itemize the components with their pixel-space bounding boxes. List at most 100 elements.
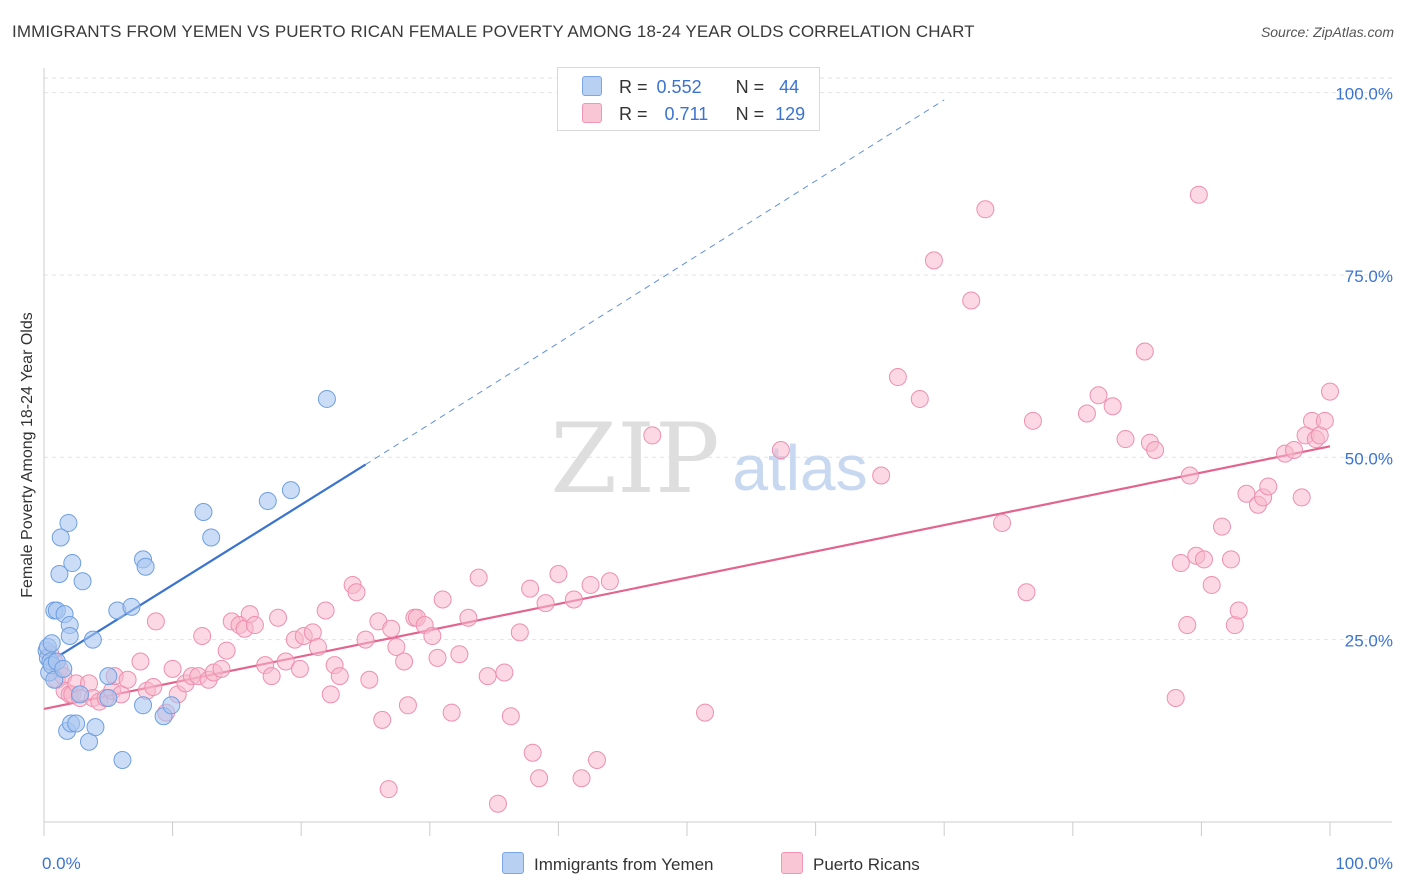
pr-point <box>433 590 452 609</box>
pr-point <box>262 667 281 686</box>
pr-point <box>347 583 366 602</box>
yemen-point <box>317 389 336 408</box>
yemen-point <box>54 659 73 678</box>
pr-point <box>1259 477 1278 496</box>
pr-point <box>398 696 417 715</box>
yemen-point <box>258 492 277 511</box>
pr-swatch <box>582 103 602 123</box>
yemen-trend-extension <box>365 99 945 466</box>
yemen-r-label: R = <box>619 77 648 97</box>
pr-n-value: 129 <box>775 104 806 124</box>
pr-point <box>478 667 497 686</box>
pr-point <box>549 565 568 583</box>
pr-point <box>269 608 288 627</box>
pr-point <box>428 648 447 667</box>
yemen-point <box>60 627 79 645</box>
pr-point <box>1229 601 1248 620</box>
pr-point <box>600 572 619 591</box>
pr-point <box>976 200 995 219</box>
yemen-point <box>42 634 61 653</box>
pr-point <box>962 291 981 310</box>
pr-point <box>382 619 401 638</box>
pr-point <box>1212 517 1231 536</box>
pr-point <box>118 670 137 689</box>
legend-item-pr[interactable]: Puerto Ricans <box>781 852 920 875</box>
pr-point <box>321 685 340 704</box>
yemen-trend-line <box>43 463 367 667</box>
yemen-point <box>67 714 86 733</box>
pr-point <box>395 652 414 671</box>
pr-point <box>144 678 163 697</box>
pr-point <box>1171 554 1190 573</box>
yemen-point <box>113 751 132 769</box>
pr-point <box>163 659 182 678</box>
pr-point <box>387 637 406 656</box>
pr-point <box>993 513 1012 532</box>
axes <box>43 68 1392 836</box>
pr-point <box>1135 342 1154 361</box>
pr-point <box>1166 689 1185 707</box>
pr-point <box>379 780 398 799</box>
pr-point <box>587 751 606 769</box>
yemen-point <box>99 689 118 707</box>
pr-point <box>1180 466 1199 485</box>
yemen-point <box>202 528 221 547</box>
watermark-zip: ZIP <box>550 403 719 515</box>
pr-point <box>888 368 907 387</box>
pr-point <box>146 612 165 631</box>
yemen-point <box>86 718 105 737</box>
yemen-point <box>83 630 102 649</box>
yemen-point <box>281 481 300 500</box>
legend-yemen-label: Immigrants from Yemen <box>534 855 714 874</box>
pr-point <box>1321 382 1339 401</box>
pr-r-value: 0.711 <box>664 104 709 124</box>
pr-point <box>1017 583 1036 602</box>
pr-point <box>1194 550 1213 569</box>
legend-pr-swatch <box>781 852 803 874</box>
y-tick-label: 50.0% <box>1345 449 1393 468</box>
yemen-swatch <box>582 76 602 96</box>
y-tick-label: 25.0% <box>1345 632 1393 651</box>
y-tick-label: 75.0% <box>1345 267 1393 286</box>
pr-point <box>581 575 600 594</box>
yemen-n-label: N = <box>735 77 765 97</box>
pr-point <box>442 703 461 722</box>
correlation-stats-box: R = 0.552 N = 44 R = 0.711 N = 129 <box>557 67 820 131</box>
pr-point <box>450 645 469 664</box>
x-tick-label: 100.0% <box>1335 854 1393 873</box>
yemen-n-value: 44 <box>779 77 800 97</box>
legend-item-yemen[interactable]: Immigrants from Yemen <box>502 852 714 875</box>
pr-point <box>1089 386 1108 405</box>
pr-point <box>1315 411 1334 430</box>
stats-row-pr: R = 0.711 N = 129 <box>582 103 805 125</box>
pr-point <box>1178 616 1197 635</box>
pr-point <box>643 426 662 445</box>
pr-point <box>212 659 231 678</box>
pr-point <box>131 652 150 671</box>
stats-row-yemen: R = 0.552 N = 44 <box>582 76 799 98</box>
yemen-point <box>99 667 118 686</box>
pr-point <box>872 466 891 485</box>
pr-point <box>1146 441 1165 459</box>
pr-point <box>564 590 583 609</box>
pr-point <box>771 441 790 459</box>
pr-point <box>217 641 236 660</box>
pr-point <box>308 637 327 656</box>
y-tick-label: 100.0% <box>1335 85 1393 104</box>
pr-point <box>290 659 309 678</box>
pr-point <box>469 568 488 587</box>
yemen-point <box>71 685 90 704</box>
pr-point <box>459 608 478 627</box>
yemen-point <box>194 503 213 521</box>
pr-point <box>1189 185 1208 204</box>
pr-point <box>924 251 943 270</box>
yemen-point <box>50 565 69 583</box>
yemen-point <box>73 572 92 591</box>
puerto-rican-points <box>41 185 1339 813</box>
legend-yemen-swatch <box>502 852 524 874</box>
pr-point <box>1116 430 1135 449</box>
pr-point <box>1202 575 1221 594</box>
yemen-point <box>134 696 153 715</box>
pr-point <box>488 794 507 813</box>
